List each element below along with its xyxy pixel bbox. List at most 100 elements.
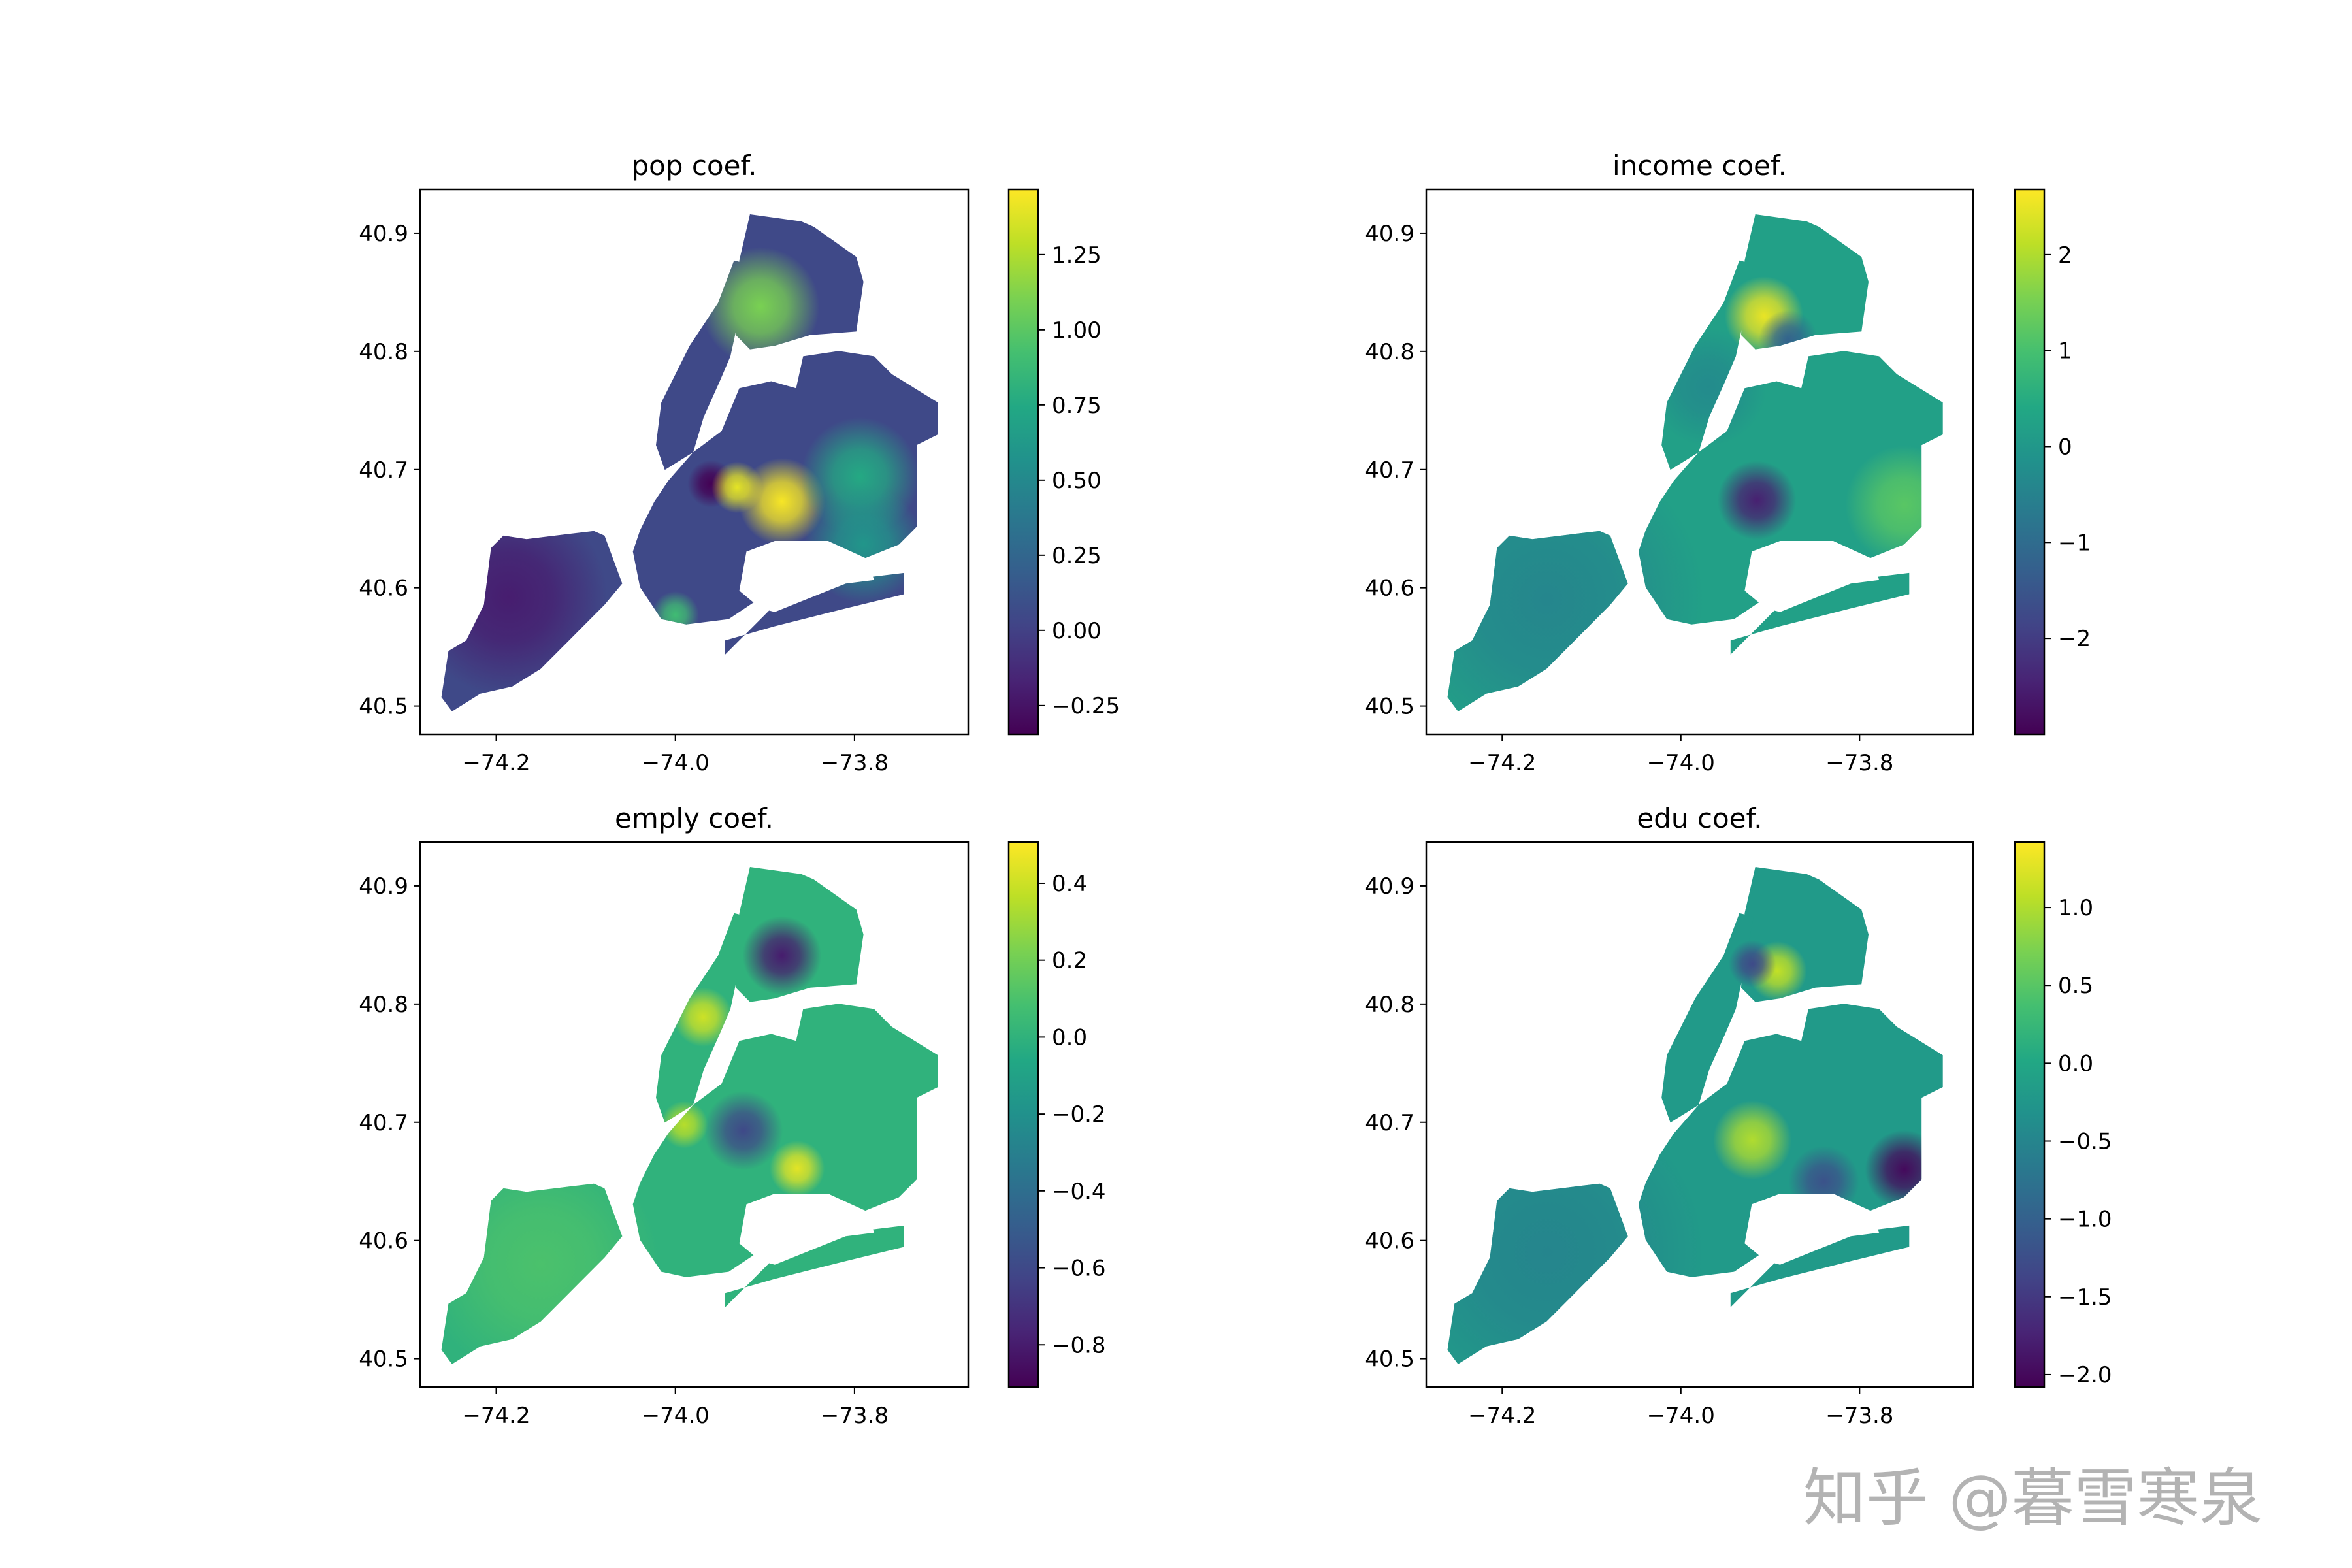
colorbar-tick-label: −0.4 xyxy=(1052,1179,1106,1205)
x-tick-label: −73.8 xyxy=(1825,1403,1893,1429)
hotspot xyxy=(1447,1094,1705,1364)
subplot-4: edu coef. −74.2 −74.0 −73.8 40.5 40.6 40.7 40.8… xyxy=(1365,802,2112,1429)
x-tick-label: −73.8 xyxy=(1825,750,1893,776)
y-tick-label: 40.5 xyxy=(359,694,408,720)
colorbar-tick-label: −1 xyxy=(2058,530,2091,556)
y-tick-label: 40.6 xyxy=(359,1228,408,1254)
colorbar-tick-label: −1.5 xyxy=(2058,1284,2112,1311)
hotspot xyxy=(742,916,822,996)
colorbar-tick-label: 0.4 xyxy=(1052,871,1087,897)
hotspot xyxy=(701,247,820,366)
axes-frame xyxy=(1425,841,1974,1388)
colorbar-tick-label: 1.00 xyxy=(1052,318,1102,344)
x-tick-label: −73.8 xyxy=(821,1403,889,1429)
y-tick-label: 40.9 xyxy=(1365,221,1414,247)
y-tick-label: 40.8 xyxy=(1365,339,1414,365)
hotspot xyxy=(441,1145,660,1364)
y-tick-label: 40.6 xyxy=(1365,1228,1414,1254)
colorbar: −0.8 −0.6 −0.4 −0.2 0.0 0.2 0.4 xyxy=(1007,841,1106,1388)
hotspot xyxy=(1758,310,1818,370)
x-tick-label: −74.0 xyxy=(1647,1403,1715,1429)
subplot-title: pop coef. xyxy=(631,150,757,182)
subplot-3: emply coef. −74.2 −74.0 −73.8 40.5 40.6 40.7 40… xyxy=(359,802,1105,1429)
subplot-1: pop coef. −74.2 −74.0 −73.8 40.5 40.6 40.7 40.8… xyxy=(359,150,1120,776)
y-tick-label: 40.7 xyxy=(359,457,408,483)
hotspot xyxy=(1447,441,1705,711)
subplot-title: emply coef. xyxy=(615,802,774,834)
jamaica-bay xyxy=(1744,1194,1880,1265)
colorbar-tick-label: 0.75 xyxy=(1052,393,1102,419)
y-tick-label: 40.7 xyxy=(359,1110,408,1136)
y-tick-label: 40.9 xyxy=(1365,874,1414,900)
colorbar-gradient xyxy=(1007,188,1039,736)
hotspot xyxy=(1729,940,1776,988)
y-tick-label: 40.7 xyxy=(1365,457,1414,483)
hotspot xyxy=(661,1101,708,1149)
axes-frame xyxy=(419,188,970,736)
hotspot xyxy=(1648,327,1767,446)
jamaica-bay xyxy=(739,1194,874,1265)
colorbar-tick-label: 1.25 xyxy=(1052,242,1102,269)
hotspot xyxy=(1713,1100,1792,1180)
borough-rockaway xyxy=(725,1225,904,1307)
x-tick-label: −74.2 xyxy=(462,1403,530,1429)
colorbar-tick-label: −1.0 xyxy=(2058,1207,2112,1233)
x-tick-label: −74.2 xyxy=(1468,1403,1536,1429)
colorbar: −2 −1 0 1 2 xyxy=(2014,188,2091,736)
colorbar-gradient xyxy=(2014,841,2046,1388)
hotspot xyxy=(769,1140,825,1196)
colorbar-tick-label: −0.6 xyxy=(1052,1256,1106,1282)
axes-frame xyxy=(1425,188,1974,736)
x-tick-label: −73.8 xyxy=(821,750,889,776)
y-tick-label: 40.5 xyxy=(1365,694,1414,720)
y-tick-label: 40.7 xyxy=(1365,1110,1414,1136)
axes-frame xyxy=(419,841,970,1388)
hotspot xyxy=(704,1090,783,1170)
hotspot xyxy=(1865,1130,1943,1209)
hotspot xyxy=(441,498,608,696)
subplot-title: edu coef. xyxy=(1637,802,1762,834)
colorbar: −2.0 −1.5 −1.0 −0.5 0.0 0.5 1.0 xyxy=(2014,841,2112,1388)
hotspot xyxy=(1845,446,1943,564)
colorbar-tick-label: 1.0 xyxy=(2058,895,2093,921)
y-tick-label: 40.5 xyxy=(1365,1347,1414,1373)
y-tick-label: 40.9 xyxy=(359,874,408,900)
colorbar-tick-label: 0.5 xyxy=(2058,973,2093,999)
subplot-title: income coef. xyxy=(1612,150,1787,182)
colorbar-tick-label: 0.2 xyxy=(1052,948,1087,974)
x-tick-label: −74.2 xyxy=(462,750,530,776)
colorbar-gradient xyxy=(2014,188,2046,736)
colorbar-tick-label: 0.0 xyxy=(2058,1051,2093,1077)
x-tick-label: −74.0 xyxy=(642,1403,710,1429)
colorbar-tick-label: 2 xyxy=(2058,242,2072,269)
subplot-2: income coef. −74.2 −74.0 −73.8 40.5 40.6 40.7 4… xyxy=(1365,150,2091,776)
x-tick-label: −74.0 xyxy=(1647,750,1715,776)
colorbar-tick-label: −0.8 xyxy=(1052,1332,1106,1358)
watermark: 知乎 @暮雪寒泉 xyxy=(1803,1462,2262,1535)
colorbar-tick-label: −2.0 xyxy=(2058,1362,2112,1388)
y-tick-label: 40.5 xyxy=(359,1347,408,1373)
colorbar-tick-label: −0.25 xyxy=(1052,693,1120,719)
y-tick-label: 40.6 xyxy=(1365,576,1414,602)
colorbar-gradient xyxy=(1007,841,1039,1388)
colorbar-tick-label: −2 xyxy=(2058,626,2091,652)
colorbar-tick-label: −0.5 xyxy=(2058,1129,2112,1155)
borough-brooklyn-queens xyxy=(632,1004,938,1277)
coefficient-field xyxy=(441,916,825,1364)
colorbar-tick-label: 0.50 xyxy=(1052,468,1102,494)
borough-rockaway xyxy=(1730,572,1910,655)
colorbar-tick-label: 1 xyxy=(2058,338,2072,365)
x-tick-label: −74.0 xyxy=(642,750,710,776)
y-tick-label: 40.8 xyxy=(1365,992,1414,1018)
y-tick-label: 40.6 xyxy=(359,576,408,602)
borough-rockaway xyxy=(1730,1225,1910,1307)
coefficient-field xyxy=(1447,276,1943,711)
hotspot xyxy=(1717,461,1797,540)
jamaica-bay xyxy=(1744,541,1880,612)
colorbar-tick-label: 0 xyxy=(2058,434,2072,461)
colorbar-tick-label: 0.0 xyxy=(1052,1024,1087,1051)
y-tick-label: 40.8 xyxy=(359,339,408,365)
colorbar-tick-label: 0.00 xyxy=(1052,618,1102,644)
hotspot xyxy=(651,591,699,639)
